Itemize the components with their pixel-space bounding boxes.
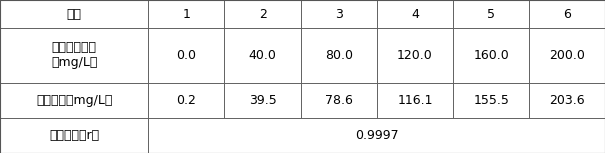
Text: 3: 3	[335, 8, 343, 21]
Bar	[529, 28, 605, 83]
Bar	[377, 28, 453, 83]
Bar	[0, 28, 148, 83]
Text: 相关系数（r）: 相关系数（r）	[49, 129, 99, 142]
Text: 155.5: 155.5	[473, 94, 509, 107]
Bar	[0, 83, 148, 118]
Text: 0.2: 0.2	[177, 94, 196, 107]
Text: 0.0: 0.0	[176, 49, 197, 62]
Text: 标准配制浓度
（mg/L）: 标准配制浓度 （mg/L）	[51, 41, 97, 69]
Bar	[148, 28, 224, 83]
Text: 4: 4	[411, 8, 419, 21]
Bar	[377, 0, 453, 28]
Text: 1: 1	[182, 8, 191, 21]
Text: 160.0: 160.0	[473, 49, 509, 62]
Bar	[301, 83, 377, 118]
Bar	[453, 28, 529, 83]
Bar	[148, 83, 224, 118]
Bar	[224, 0, 301, 28]
Text: 0.9997: 0.9997	[355, 129, 399, 142]
Text: 2: 2	[258, 8, 267, 21]
Bar	[0, 0, 148, 28]
Text: 120.0: 120.0	[397, 49, 433, 62]
Bar	[224, 28, 301, 83]
Bar	[301, 28, 377, 83]
Text: 39.5: 39.5	[249, 94, 276, 107]
Bar	[453, 83, 529, 118]
Bar	[301, 0, 377, 28]
Bar	[529, 0, 605, 28]
Bar	[529, 83, 605, 118]
Text: 测定浓度（mg/L）: 测定浓度（mg/L）	[36, 94, 113, 107]
Text: 200.0: 200.0	[549, 49, 585, 62]
Bar	[453, 0, 529, 28]
Text: 编号: 编号	[67, 8, 82, 21]
Text: 5: 5	[487, 8, 495, 21]
Text: 203.6: 203.6	[549, 94, 585, 107]
Bar	[377, 83, 453, 118]
Text: 116.1: 116.1	[397, 94, 433, 107]
Bar	[148, 118, 605, 153]
Text: 6: 6	[563, 8, 571, 21]
Bar	[0, 118, 148, 153]
Text: 40.0: 40.0	[249, 49, 276, 62]
Text: 78.6: 78.6	[325, 94, 353, 107]
Bar	[148, 0, 224, 28]
Bar	[224, 83, 301, 118]
Text: 80.0: 80.0	[325, 49, 353, 62]
